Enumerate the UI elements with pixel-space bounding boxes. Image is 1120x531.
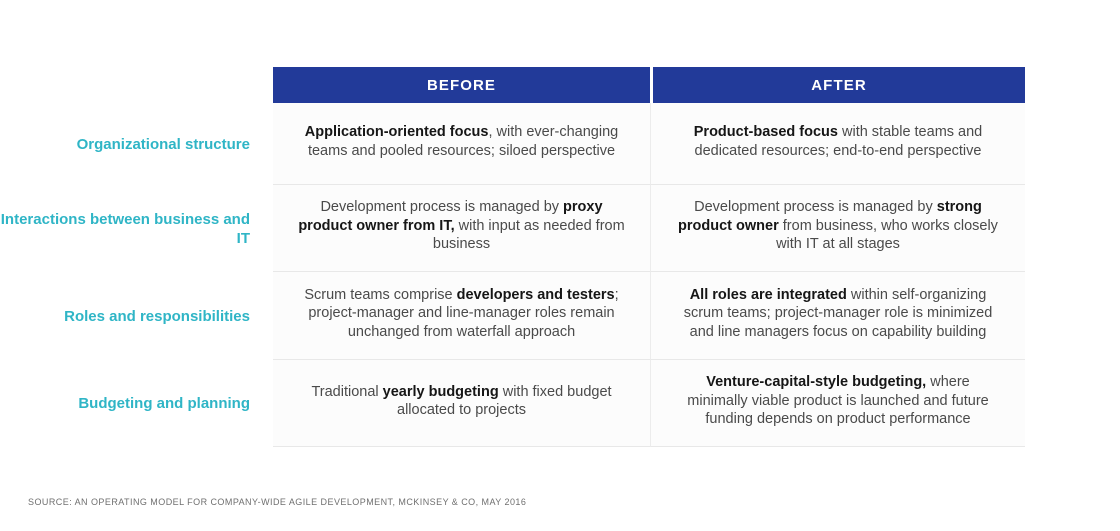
cell-roles-before: Scrum teams comprise developers and test… — [273, 272, 650, 360]
cell-organizational-structure-before: Application-oriented focus, with ever-ch… — [273, 103, 650, 185]
before-after-comparison-table: BEFORE AFTER Organizational structure Ap… — [0, 67, 1025, 447]
cell-budgeting-after: Venture-capital-style budgeting, where m… — [650, 360, 1025, 447]
header-spacer — [0, 67, 273, 103]
row-label-roles-responsibilities: Roles and responsibilities — [64, 307, 250, 325]
row-label-interactions-business-it: Interactions between business and IT — [0, 210, 250, 247]
cell-interactions-after: Development process is managed by strong… — [650, 185, 1025, 272]
column-header-after: AFTER — [650, 67, 1025, 103]
cell-roles-after: All roles are integrated within self-org… — [650, 272, 1025, 360]
row-label-organizational-structure: Organizational structure — [76, 135, 250, 153]
column-header-before: BEFORE — [273, 67, 650, 103]
cell-interactions-before: Development process is managed by proxy … — [273, 185, 650, 272]
cell-organizational-structure-after: Product-based focus with stable teams an… — [650, 103, 1025, 185]
source-note: SOURCE: AN OPERATING MODEL FOR COMPANY-W… — [28, 497, 527, 507]
cell-budgeting-before: Traditional yearly budgeting with fixed … — [273, 360, 650, 447]
row-label-budgeting-planning: Budgeting and planning — [78, 395, 250, 412]
